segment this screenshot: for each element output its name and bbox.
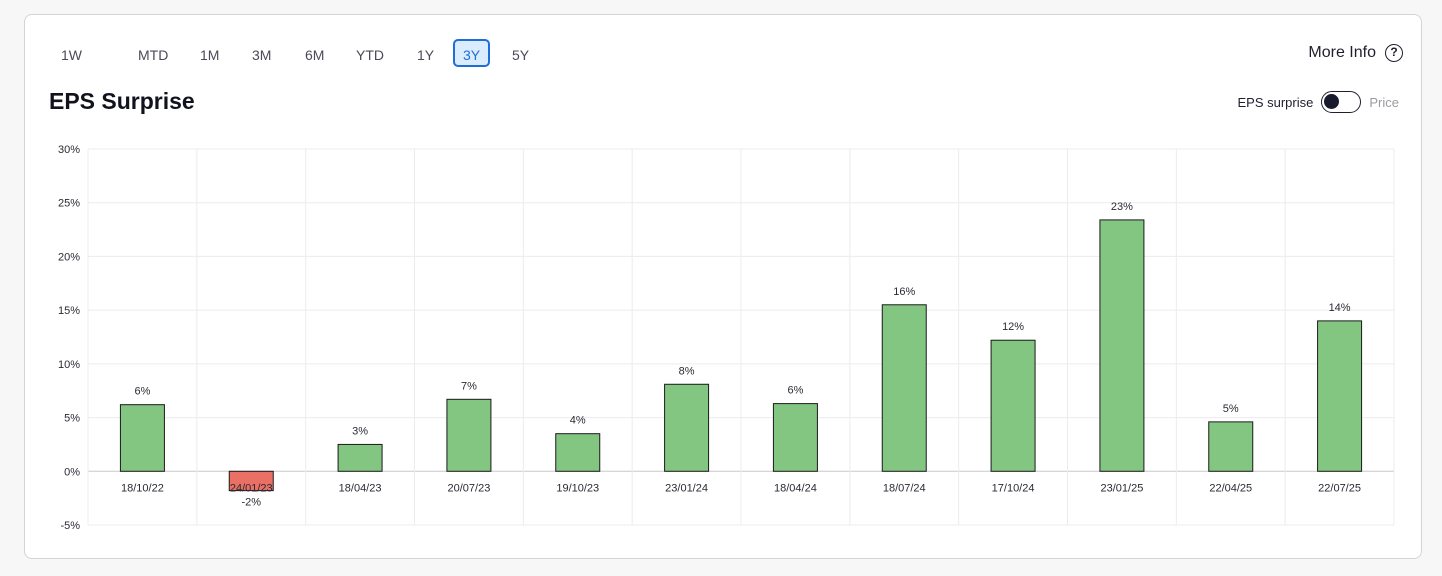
bar — [1099, 219, 1145, 472]
bar-value-label: 3% — [352, 425, 368, 437]
x-category-label: 18/04/23 — [339, 482, 382, 494]
bar-value-label: 14% — [1329, 302, 1351, 314]
y-tick-label: 25% — [58, 198, 80, 210]
bar-value-label: 6% — [787, 385, 803, 397]
toggle-label-eps: EPS surprise — [1237, 94, 1314, 110]
x-category-label: 19/10/23 — [556, 482, 599, 494]
chart-title: EPS Surprise — [49, 88, 195, 114]
x-category-label: 18/10/22 — [121, 482, 164, 494]
tab-1w[interactable]: 1W — [61, 47, 82, 63]
tab-1y[interactable]: 1Y — [417, 47, 435, 63]
bar — [1317, 320, 1363, 472]
bar-value-label: 23% — [1111, 201, 1133, 213]
x-category-label: 23/01/24 — [665, 482, 708, 494]
bar — [881, 304, 927, 472]
y-tick-label: 0% — [64, 466, 80, 478]
toggle-knob — [1324, 94, 1340, 109]
chart-mode-toggle: EPS surprise Price — [1237, 91, 1399, 113]
x-category-label: 18/07/24 — [883, 482, 926, 494]
bar-value-label: -2% — [241, 497, 261, 509]
y-tick-label: 15% — [58, 305, 80, 317]
help-circle-icon: ? — [1385, 44, 1403, 62]
tab-5y[interactable]: 5Y — [512, 47, 530, 63]
y-tick-label: 10% — [58, 359, 80, 371]
bar-value-label: 6% — [134, 386, 150, 398]
more-info-button[interactable]: More Info ? — [1308, 42, 1403, 64]
bar-value-label: 16% — [893, 286, 915, 298]
bar — [664, 383, 710, 472]
more-info-label: More Info — [1308, 44, 1376, 61]
tab-ytd[interactable]: YTD — [356, 47, 384, 63]
x-category-label: 22/04/25 — [1209, 482, 1252, 494]
y-tick-label: 5% — [64, 413, 80, 425]
bar-value-label: 4% — [570, 415, 586, 427]
bar — [228, 470, 274, 492]
y-tick-label: -5% — [60, 520, 80, 532]
tab-mtd[interactable]: MTD — [138, 47, 169, 63]
eps-surprise-chart: 30% 25% 20% 15% 10% 5% 0% -5% 6% 18/10/22 -2% 24/01… — [58, 144, 1395, 532]
bar-value-label: 7% — [461, 380, 477, 392]
x-category-label: 23/01/25 — [1101, 482, 1144, 494]
tab-1m[interactable]: 1M — [200, 47, 220, 63]
x-category-label: 17/10/24 — [992, 482, 1035, 494]
bar — [990, 339, 1036, 472]
bar — [337, 443, 383, 472]
bar-value-label: 12% — [1002, 321, 1024, 333]
tab-6m[interactable]: 6M — [305, 47, 325, 63]
bar-value-label: 8% — [679, 365, 695, 377]
bar — [1208, 421, 1254, 472]
bar — [772, 403, 818, 472]
y-tick-label: 20% — [58, 251, 80, 263]
toggle-label-price: Price — [1369, 94, 1399, 110]
y-tick-label: 30% — [58, 144, 80, 156]
bar — [446, 398, 492, 472]
tab-3m[interactable]: 3M — [252, 47, 272, 63]
eps-surprise-card: 1W MTD 1M 3M 6M YTD 1Y 3Y 5Y More Info ? EPS Sur… — [24, 14, 1422, 559]
toggle-switch[interactable] — [1321, 91, 1362, 113]
x-category-label: 22/07/25 — [1318, 482, 1361, 494]
x-category-label: 24/01/23 — [230, 482, 273, 494]
bar — [555, 433, 601, 472]
bar — [119, 404, 165, 472]
bar-value-label: 5% — [1223, 403, 1239, 415]
x-category-label: 18/04/24 — [774, 482, 817, 494]
x-category-label: 20/07/23 — [448, 482, 491, 494]
tab-3y[interactable]: 3Y — [453, 39, 491, 67]
